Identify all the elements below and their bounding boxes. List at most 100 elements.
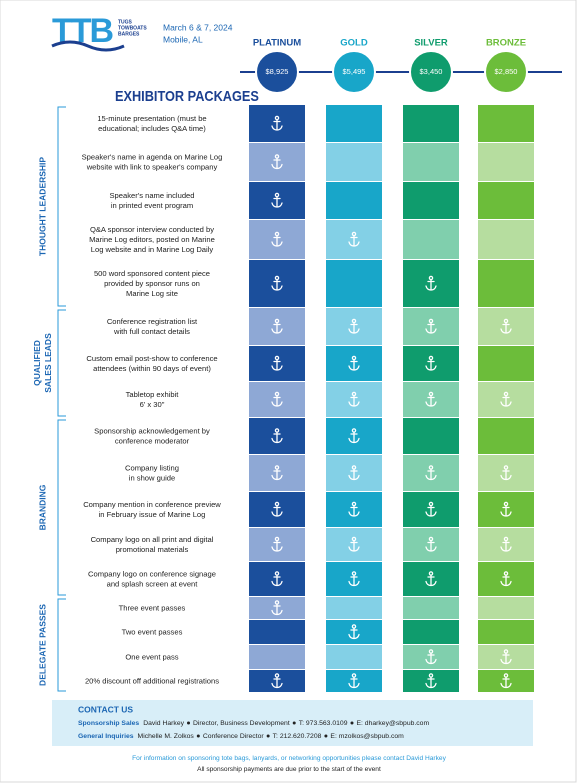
row-label: Custom email post-show to conference [86, 354, 217, 363]
anchor-arms [348, 511, 360, 517]
tier-price: $2,850 [495, 67, 518, 76]
tier-cell [249, 645, 305, 669]
contact-part: Michelle M. Zolkos [138, 733, 195, 740]
row-label: Company mention in conference preview [83, 500, 221, 509]
anchor-arms [500, 328, 512, 334]
row-label: Conference registration list [107, 317, 198, 326]
anchor-arms [425, 328, 437, 334]
footer-note: For information on sponsoring tote bags,… [132, 755, 446, 762]
bullet [196, 734, 200, 738]
anchor-icon [425, 673, 437, 689]
anchor-icon [271, 501, 283, 517]
anchor-arms [425, 285, 437, 291]
anchor-icon [425, 318, 437, 334]
anchor-arms [271, 511, 283, 517]
anchor-arms [425, 365, 437, 371]
anchor-icon [500, 501, 512, 517]
anchor-arms [271, 163, 283, 170]
anchor-icon [500, 391, 512, 407]
group-bracket [57, 309, 66, 417]
anchor-arms [348, 328, 360, 334]
tier-cell [403, 143, 459, 181]
group-bracket [57, 419, 66, 596]
anchor-icon [271, 115, 283, 131]
row-label: Marine Log editors, posted on Marine [89, 235, 215, 244]
row-label: website with link to speaker's company [86, 163, 218, 172]
anchor-icon [425, 571, 437, 587]
anchor-arms [500, 474, 512, 481]
bullet [292, 721, 296, 725]
tier-cell [326, 143, 382, 181]
row-label: Two event passes [122, 628, 183, 637]
anchor-icon [348, 571, 360, 587]
contact-part: Conference Director [203, 733, 265, 740]
tier-name: SILVER [414, 38, 448, 49]
anchor-icon [348, 355, 360, 371]
anchor-arms [348, 682, 360, 689]
tier-cell [326, 105, 382, 142]
anchor-arms [348, 633, 360, 640]
contact-part: T: 212.620.7208 [273, 733, 322, 740]
anchor-icon [348, 465, 360, 481]
anchor-icon [348, 231, 360, 247]
row-label: Speaker's name in agenda on Marine Log [82, 153, 223, 162]
tier-cell [478, 620, 534, 644]
anchor-icon [271, 465, 283, 481]
row-label: One event pass [125, 653, 178, 662]
anchor-icon [271, 231, 283, 247]
anchor-icon [425, 275, 437, 291]
bullet [324, 734, 328, 738]
row-label: Company listing [125, 464, 179, 473]
anchor-icon [271, 192, 283, 208]
row-label: provided by sponsor runs on [104, 279, 200, 288]
price-badge [255, 50, 299, 94]
tier-cell [403, 620, 459, 644]
anchor-icon [271, 600, 283, 616]
row-label: Log website and in Marine Log Daily [91, 245, 214, 254]
tier-name: GOLD [340, 38, 368, 49]
tier-cell [403, 220, 459, 259]
anchor-arms [425, 658, 437, 665]
anchor-arms [271, 401, 283, 407]
anchor-icon [500, 649, 512, 665]
tier-cell [326, 645, 382, 669]
anchor-arms [500, 511, 512, 517]
anchor-arms [271, 682, 283, 689]
anchor-arms [425, 546, 437, 552]
logo-subtext: TOWBOATS [118, 25, 147, 31]
anchor-icon [348, 428, 360, 444]
logo-subtext: BARGES [118, 31, 140, 37]
event-date: March 6 & 7, 2024 [163, 22, 233, 32]
contact-part: E: dharkey@sbpub.com [356, 720, 429, 727]
tier-name: PLATINUM [253, 38, 301, 49]
anchor-icon [271, 428, 283, 444]
anchor-arms [271, 285, 283, 291]
anchor-arms [348, 365, 360, 371]
row-label: Marine Log site [126, 289, 178, 298]
logo-subtext: TUGS [118, 19, 133, 25]
anchor-icon [425, 536, 437, 552]
row-label: Company logo on all print and digital [91, 535, 214, 544]
anchor-icon [271, 571, 283, 587]
row-label: 6' x 30" [140, 400, 165, 409]
group-label: QUALIFIED [32, 340, 42, 386]
row-label: educational; includes Q&A time) [98, 124, 206, 133]
group-label: SALES LEADS [43, 333, 53, 393]
row-label: 20% discount off additional registration… [85, 677, 219, 686]
bullet [350, 721, 354, 725]
anchor-arms [271, 328, 283, 334]
tier-name: BRONZE [486, 38, 526, 49]
anchor-icon [271, 673, 283, 689]
anchor-icon [348, 391, 360, 407]
tier-cell [403, 105, 459, 142]
row-label: in February issue of Marine Log [99, 510, 206, 519]
contact-title: CONTACT US [78, 704, 133, 714]
anchor-arms [348, 546, 360, 552]
contact-part: David Harkey [143, 720, 184, 727]
anchor-icon [348, 673, 360, 689]
anchor-arms [425, 511, 437, 517]
row-label: attendees (within 90 days of event) [93, 364, 211, 373]
row-label: in printed event program [111, 201, 193, 210]
anchor-icon [425, 465, 437, 481]
